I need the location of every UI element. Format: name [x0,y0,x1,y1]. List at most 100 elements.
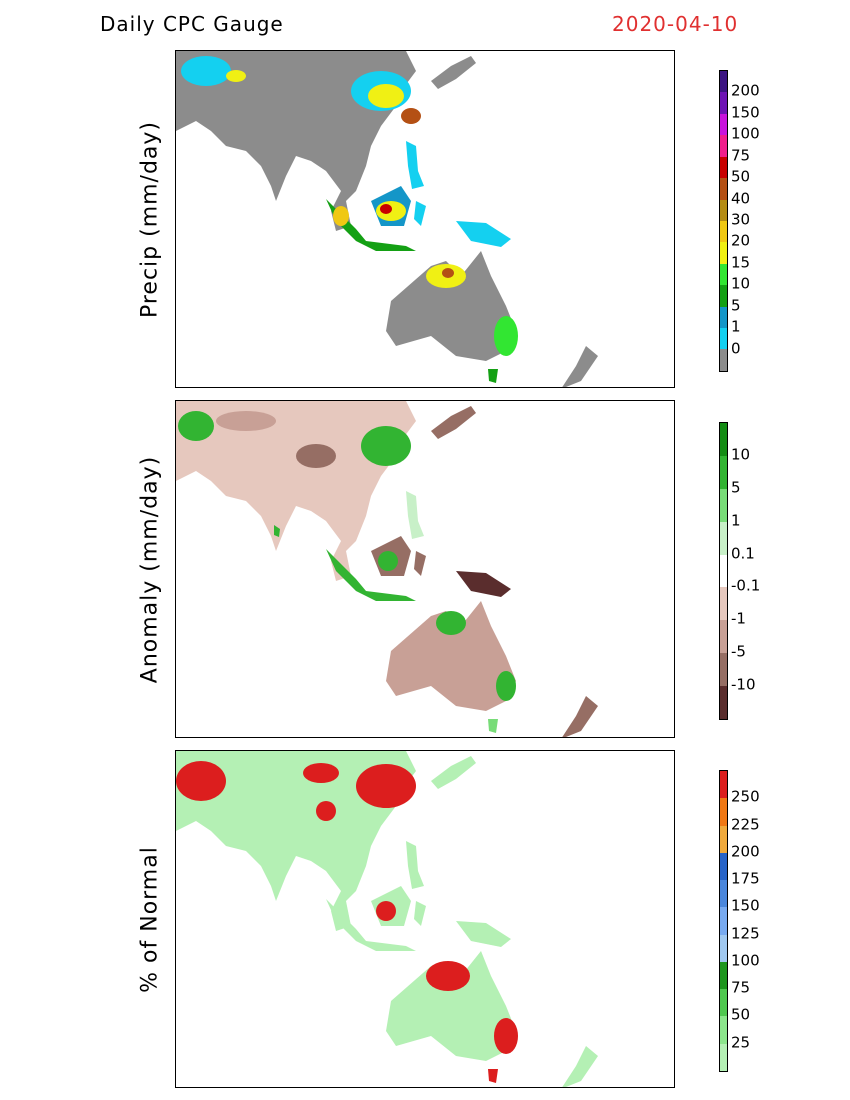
colorbar-tick-label: 15 [731,253,751,272]
new-guinea [456,571,511,597]
colorbar-tick-label: 10 [731,445,751,464]
colorbar-segment [720,1016,727,1044]
japan [431,756,476,789]
ylabel-percent: % of Normal [137,846,163,993]
asia-mainland [176,751,416,931]
percent-map-svg [176,751,598,1087]
colorbar-segment [720,306,727,329]
colorbar-segment [720,328,727,350]
colorbar-tick-label: 30 [731,210,751,229]
colorbar-segment [720,521,727,555]
colorbar-tick-label: 250 [731,787,760,806]
philippines [406,841,424,889]
colorbar-tick-label: 10 [731,274,751,293]
colorbar-segment [720,554,727,588]
colorbar-segment [720,135,727,157]
colorbar-segment [720,1043,727,1071]
colorbar-segment [720,178,727,200]
colorbar-segment [720,263,727,286]
colorbar-anomaly [719,422,728,720]
colorbar-tick-label: 225 [731,815,760,834]
colorbar-segment [720,686,727,719]
colorbar-tick-label: 50 [731,167,751,186]
new-zealand [562,346,598,387]
anomaly-map [175,400,675,738]
colorbar-tick-label: 1 [731,317,741,336]
colorbar-tick-label: 5 [731,296,741,315]
colorbar-segment [720,113,727,136]
colorbar-segment [720,587,727,621]
australia [386,601,516,711]
new-guinea [456,221,511,247]
colorbar-tick-label: 175 [731,869,760,888]
ylabel-anomaly: Anomaly (mm/day) [137,455,163,684]
colorbar-segment [720,156,727,179]
colorbar-tick-label: -10 [731,675,756,694]
precip-map [175,50,675,388]
colorbar-precip [719,70,728,372]
colorbar-tick-label: -5 [731,642,746,661]
tasmania [488,369,498,383]
colorbar-segment [720,92,727,114]
tasmania [488,1069,498,1083]
chart-date: 2020-04-10 [612,12,739,36]
colorbar-segment [720,852,727,881]
colorbar-tick-label: 75 [731,146,751,165]
sri-lanka [274,175,280,187]
colorbar-segment [720,620,727,654]
australia [386,951,516,1061]
colorbar-tick-label: 0 [731,339,741,358]
sri-lanka [274,875,280,887]
colorbar-tick-label: 20 [731,231,751,250]
australia [386,251,516,361]
new-zealand [562,696,598,737]
ylabel-precip: Precip (mm/day) [137,120,163,319]
colorbar-tick-label: 50 [731,1005,751,1024]
philippines [406,491,424,539]
colorbar-tick-label: 1 [731,511,741,530]
colorbar-segment [720,199,727,221]
colorbar-tick-label: 100 [731,124,760,143]
philippines [406,141,424,189]
colorbar-segment [720,798,727,826]
sumatra-java [326,549,416,601]
tasmania [488,719,498,733]
japan [431,406,476,439]
colorbar-tick-label: 125 [731,924,760,943]
anomaly-map-svg [176,401,598,737]
colorbar-tick-label: 40 [731,189,751,208]
colorbar-tick-label: 150 [731,896,760,915]
sumatra-java [326,899,416,951]
colorbar-segment [720,825,727,853]
sulawesi [414,901,426,926]
colorbar-segment [720,423,727,456]
colorbar-segment [720,934,727,962]
colorbar-segment [720,771,727,799]
colorbar-segment [720,880,727,908]
new-guinea [456,921,511,947]
colorbar-segment [720,989,727,1017]
colorbar-segment [720,71,727,93]
colorbar-tick-label: 75 [731,978,751,997]
colorbar-tick-label: 200 [731,81,760,100]
precip-map-svg [176,51,598,387]
colorbar-segment [720,653,727,686]
colorbar-percent [719,770,728,1072]
new-zealand [562,1046,598,1087]
colorbar-segment [720,242,727,264]
sulawesi [414,201,426,226]
colorbar-tick-label: 100 [731,951,760,970]
colorbar-segment [720,285,727,307]
percent-map [175,750,675,1088]
precip-rain-cells [181,56,518,356]
colorbar-segment [720,349,727,371]
colorbar-segment [720,455,727,489]
sulawesi [414,551,426,576]
colorbar-tick-label: -1 [731,609,746,628]
colorbar-segment [720,961,727,990]
japan [431,56,476,89]
colorbar-segment [720,907,727,935]
colorbar-tick-label: 5 [731,478,741,497]
colorbar-tick-label: 150 [731,103,760,122]
chart-title: Daily CPC Gauge [100,12,284,36]
